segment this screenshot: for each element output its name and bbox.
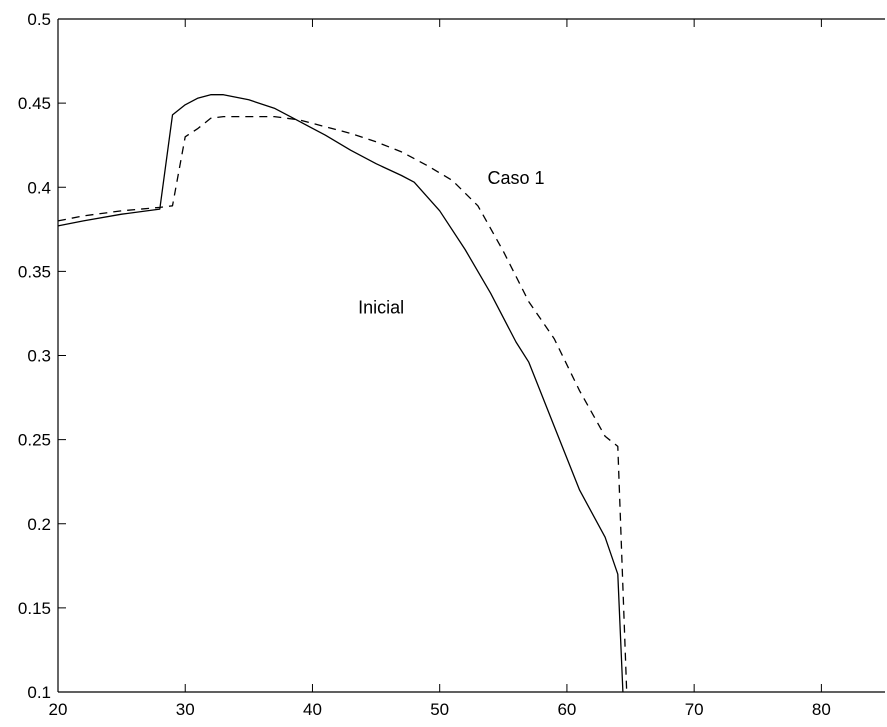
y-tick-label: 0.3 (27, 347, 51, 366)
y-tick-label: 0.25 (18, 431, 51, 450)
x-tick-label: 30 (176, 700, 195, 719)
y-tick-label: 0.35 (18, 262, 51, 281)
y-tick-label: 0.1 (27, 683, 51, 702)
annotations: Caso 1 Inicial (358, 168, 544, 318)
series-line-dashed (57, 115, 628, 693)
x-tick-label: 20 (49, 700, 68, 719)
x-tick-label: 80 (812, 700, 831, 719)
y-tick-label: 0.2 (27, 515, 51, 534)
annotation-label: Inicial (358, 297, 404, 317)
x-tick-label: 60 (557, 700, 576, 719)
y-tick-label: 0.5 (27, 10, 51, 29)
y-tick-label: 0.45 (18, 94, 51, 113)
y-tick-label: 0.15 (18, 599, 51, 618)
x-tick-label: 50 (430, 700, 449, 719)
y-tick-label: 0.4 (27, 178, 51, 197)
x-tick-label: 70 (685, 700, 704, 719)
annotation-label: Caso 1 (488, 168, 545, 188)
axes: 20 30 40 50 60 70 80 0.1 0.15 0.2 0.25 0.3 0.35 0.4 0.… (18, 10, 885, 719)
x-tick-label: 40 (303, 700, 322, 719)
series-line-solid (57, 94, 624, 693)
series-lines (57, 94, 628, 693)
